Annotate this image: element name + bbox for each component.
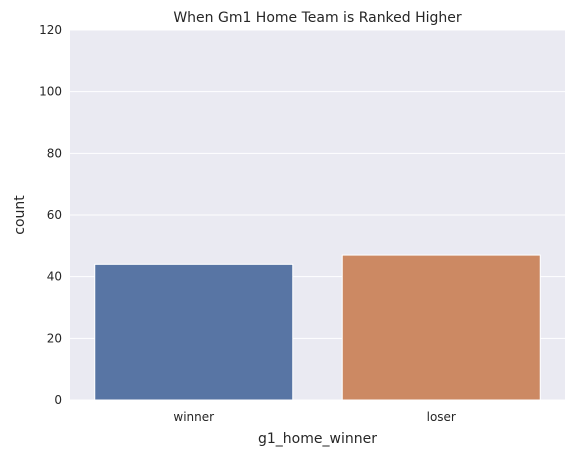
x-tick-labels: winner loser (173, 410, 456, 424)
chart-title: When Gm1 Home Team is Ranked Higher (173, 10, 462, 26)
y-tick-label: 20 (47, 331, 62, 345)
bar-winner (94, 263, 294, 401)
x-tick-label-loser: loser (427, 410, 456, 424)
bars (94, 254, 541, 401)
bar-loser (341, 254, 541, 401)
y-tick-labels: 0 20 40 60 80 100 120 (39, 23, 62, 407)
x-tick-label-winner: winner (173, 410, 214, 424)
y-tick-label: 60 (47, 208, 62, 222)
y-tick-label: 100 (39, 85, 62, 99)
x-axis-label: g1_home_winner (258, 431, 377, 447)
y-tick-label: 0 (54, 393, 62, 407)
y-tick-label: 40 (47, 270, 62, 284)
y-axis-label: count (12, 195, 28, 235)
y-tick-label: 80 (47, 146, 62, 160)
y-tick-label: 120 (39, 23, 62, 37)
